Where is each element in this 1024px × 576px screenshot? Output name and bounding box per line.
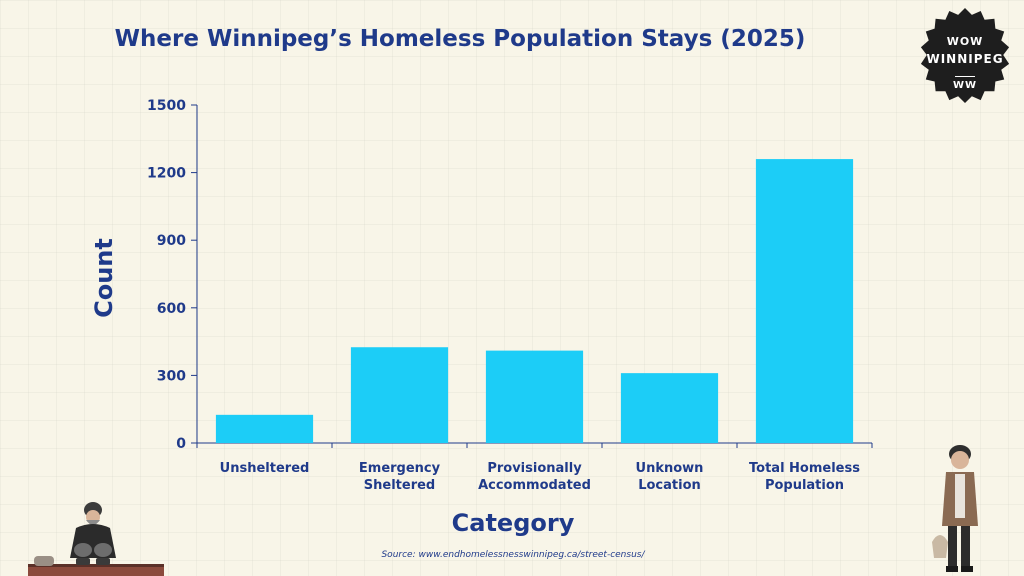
head-shape bbox=[951, 451, 969, 469]
leg-left-shape bbox=[948, 526, 957, 568]
x-tick-label: Location bbox=[638, 478, 701, 493]
bar bbox=[755, 159, 854, 443]
rug-shape bbox=[28, 566, 164, 576]
source-note: Source: www.endhomelessnesswinnipeg.ca/s… bbox=[381, 550, 645, 560]
standing-person-illustration bbox=[932, 445, 978, 572]
x-tick-label: Emergency bbox=[359, 461, 441, 476]
beard-shape bbox=[86, 520, 100, 525]
bar bbox=[215, 414, 314, 443]
x-tick-label: Unsheltered bbox=[220, 461, 310, 476]
logo-divider bbox=[955, 76, 975, 77]
knee-right-shape bbox=[94, 543, 112, 557]
bedroll-shape bbox=[34, 556, 54, 566]
logo-seal-shape bbox=[920, 8, 1010, 104]
logo-text-winnipeg: WINNIPEG bbox=[926, 52, 1004, 66]
knee-left-shape bbox=[74, 543, 92, 557]
seated-person-illustration bbox=[28, 502, 164, 576]
x-tick-label: Sheltered bbox=[364, 478, 435, 493]
x-tick-label: Total Homeless bbox=[749, 461, 860, 476]
bar bbox=[485, 350, 584, 443]
logo-text-wow: WOW bbox=[946, 35, 984, 48]
y-tick-label: 900 bbox=[157, 233, 186, 249]
bag-shape bbox=[932, 535, 948, 558]
x-tick-label: Population bbox=[765, 478, 844, 493]
x-axis-label: Category bbox=[451, 509, 575, 537]
bar bbox=[350, 347, 449, 443]
logo-text-ww: WW bbox=[952, 80, 978, 91]
y-tick-label: 1500 bbox=[147, 98, 186, 114]
shirt-shape bbox=[955, 474, 965, 518]
y-tick-label: 300 bbox=[157, 368, 186, 384]
chart-title: Where Winnipeg’s Homeless Population Sta… bbox=[114, 26, 806, 52]
bar bbox=[620, 373, 719, 443]
leg-right-shape bbox=[961, 526, 970, 568]
x-tick-label: Unknown bbox=[636, 461, 704, 476]
y-tick-label: 0 bbox=[176, 436, 186, 452]
y-axis-label: Count bbox=[90, 238, 118, 318]
y-tick-label: 600 bbox=[157, 301, 186, 317]
x-tick-label: Accommodated bbox=[478, 478, 591, 493]
logo-badge bbox=[920, 8, 1010, 104]
x-tick-label: Provisionally bbox=[487, 461, 582, 476]
y-tick-label: 1200 bbox=[147, 166, 186, 182]
